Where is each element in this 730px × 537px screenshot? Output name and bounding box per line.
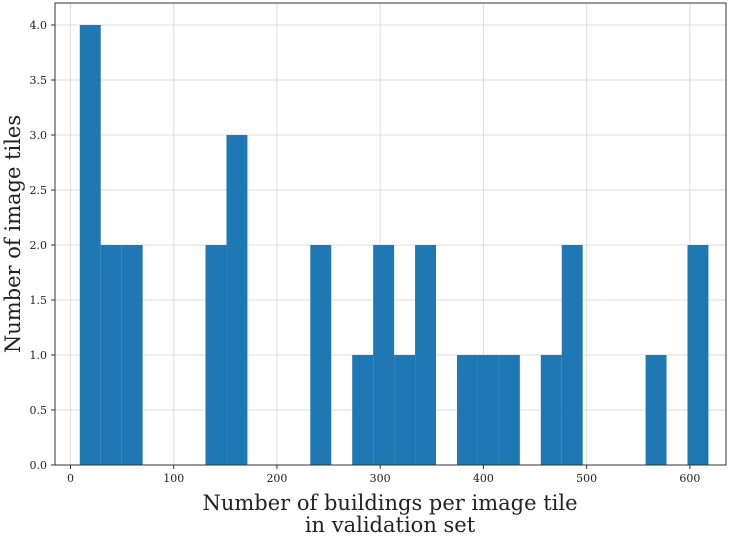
y-tick-label: 1.5	[30, 294, 48, 307]
y-tick-label: 1.0	[30, 349, 48, 362]
y-tick-label: 0.5	[30, 404, 48, 417]
x-tick-label: 100	[163, 472, 184, 485]
y-tick-label: 2.0	[30, 239, 48, 252]
histogram-bar-0	[79, 25, 101, 465]
y-tick-label: 3.5	[30, 74, 48, 87]
histogram-bar-6	[352, 355, 374, 465]
y-tick-label: 4.0	[30, 19, 48, 32]
histogram-bar-13	[540, 355, 562, 465]
y-tick-label: 2.5	[30, 184, 48, 197]
histogram-bar-5	[310, 245, 332, 465]
x-tick-label: 0	[67, 472, 74, 485]
x-tick-label: 600	[679, 472, 700, 485]
histogram-bar-16	[687, 245, 709, 465]
histogram-bar-10	[456, 355, 478, 465]
histogram-bar-9	[415, 245, 437, 465]
histogram-bar-4	[226, 135, 248, 465]
x-tick-label: 300	[370, 472, 391, 485]
histogram-bar-8	[394, 355, 416, 465]
y-tick-label: 3.0	[30, 129, 48, 142]
y-axis-label: Number of image tiles	[1, 115, 25, 353]
x-axis-ticks: 0 100 200 300 400 500 600	[67, 465, 700, 485]
y-axis-ticks: 0.0 0.5 1.0 1.5 2.0 2.5 3.0 3.5 4.0	[30, 19, 55, 472]
x-axis-label-line-2: in validation set	[305, 513, 476, 537]
histogram-bar-14	[561, 245, 583, 465]
x-axis-label-line-1: Number of buildings per image tile	[202, 491, 577, 515]
y-tick-label: 0.0	[30, 459, 48, 472]
histogram-bar-2	[121, 245, 143, 465]
histogram-bar-11	[477, 355, 499, 465]
histogram-bar-15	[645, 355, 667, 465]
x-tick-label: 400	[473, 472, 494, 485]
histogram-bars	[79, 25, 709, 465]
histogram-bar-3	[205, 245, 227, 465]
histogram-bar-1	[100, 245, 122, 465]
x-tick-label: 500	[576, 472, 597, 485]
plot-frame	[54, 2, 727, 466]
histogram-bar-7	[373, 245, 395, 465]
x-tick-label: 200	[266, 472, 287, 485]
histogram-bar-12	[498, 355, 520, 465]
